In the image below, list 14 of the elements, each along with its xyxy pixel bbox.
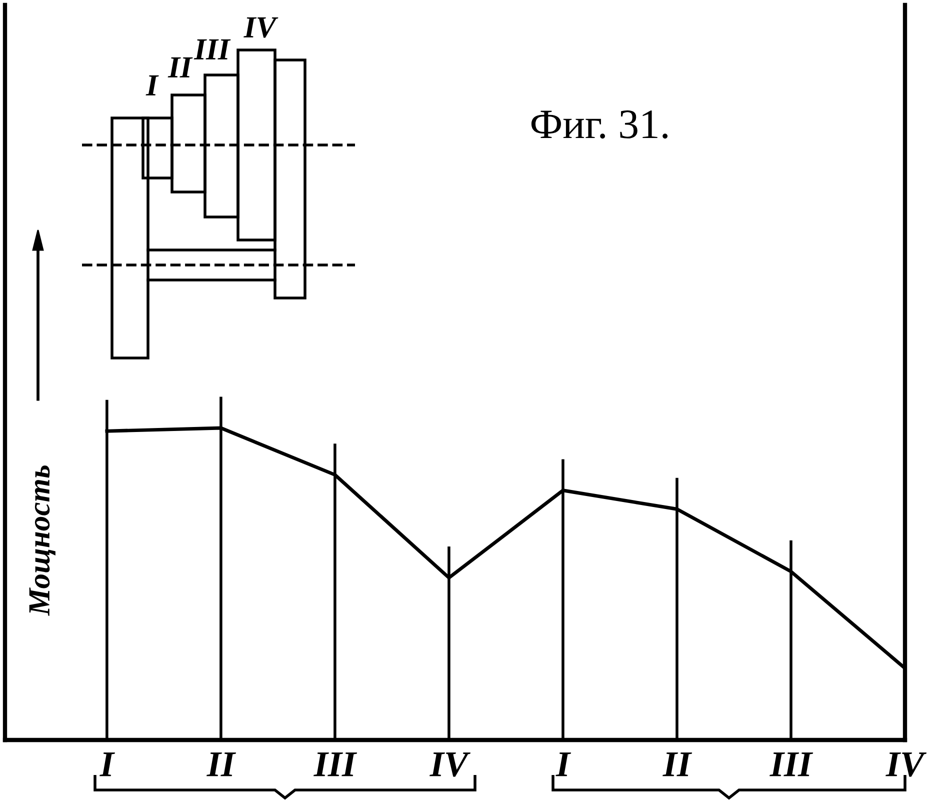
x-tick-label: IV: [430, 752, 470, 777]
y-axis-title: Мощность: [29, 465, 56, 616]
x-tick-label: II: [662, 752, 692, 776]
x-tick-label: I: [556, 752, 572, 776]
text: IV: [244, 17, 278, 38]
text: III: [194, 39, 231, 60]
text: I: [146, 75, 159, 96]
x-tick-label: III: [770, 752, 814, 776]
x-tick-label: IV: [886, 752, 927, 777]
text: II: [168, 57, 193, 78]
x-tick-label: II: [206, 752, 236, 776]
chart-title: Фиг. 31.: [531, 110, 668, 139]
x-tick-label: I: [100, 752, 115, 776]
x-tick-label: III: [314, 752, 358, 776]
